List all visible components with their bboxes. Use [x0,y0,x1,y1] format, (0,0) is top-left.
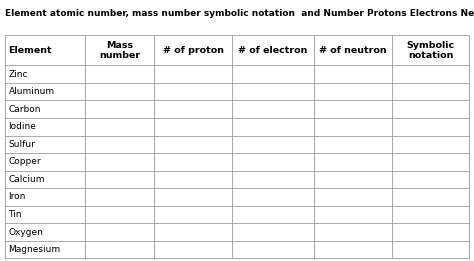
Text: Element: Element [9,46,52,55]
Text: # of electron: # of electron [238,46,308,55]
Text: Zinc: Zinc [9,70,28,79]
Text: # of neutron: # of neutron [319,46,387,55]
Text: Mass
number: Mass number [99,41,140,60]
Text: Symbolic
notation: Symbolic notation [407,41,455,60]
Text: # of proton: # of proton [163,46,224,55]
Text: Copper: Copper [9,157,41,166]
Text: Iron: Iron [9,192,26,201]
Text: Iodine: Iodine [9,122,36,131]
Text: Calcium: Calcium [9,175,45,184]
Text: Carbon: Carbon [9,105,41,114]
Text: Aluminum: Aluminum [9,87,55,96]
Text: Tin: Tin [9,210,22,219]
Text: Element atomic number, mass number symbolic notation  and Number Protons Electro: Element atomic number, mass number symbo… [5,9,474,18]
Text: Oxygen: Oxygen [9,228,44,236]
Text: Sulfur: Sulfur [9,140,36,149]
Text: Magnesium: Magnesium [9,245,61,254]
Bar [5,35,469,258]
